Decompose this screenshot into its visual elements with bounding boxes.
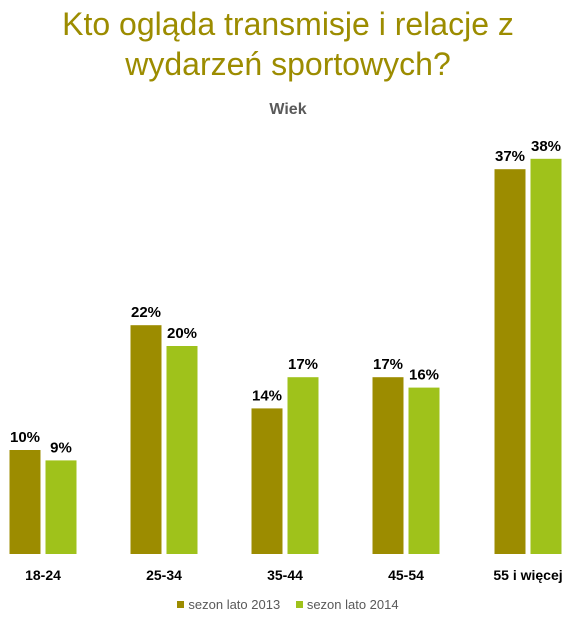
legend-label-2013: sezon lato 2013 — [188, 597, 281, 612]
bar-25-34-s0 — [130, 325, 162, 554]
data-label-25-34-s0: 22% — [131, 304, 161, 321]
data-label-25-34-s1: 20% — [167, 325, 197, 342]
chart-subtitle: Wiek — [269, 101, 307, 118]
data-label-35-44-s0: 14% — [252, 387, 282, 404]
bar-45-54-s1 — [408, 387, 440, 554]
data-label-35-44-s1: 17% — [288, 356, 318, 373]
x-tick-label-25-34: 25-34 — [146, 567, 182, 583]
legend-item-2013: sezon lato 2013 — [177, 597, 280, 612]
legend-label-2014: sezon lato 2014 — [306, 597, 399, 612]
legend-swatch-2014 — [295, 601, 303, 608]
x-tick-label-45-54: 45-54 — [388, 567, 424, 583]
legend: sezon lato 2013 sezon lato 2014 — [0, 597, 576, 612]
data-label-45-54-s1: 16% — [409, 367, 439, 384]
bar-18-24-s0 — [9, 450, 41, 554]
data-label-18-24-s0: 10% — [10, 429, 40, 446]
bar-35-44-s1 — [287, 377, 319, 554]
data-label-18-24-s1: 9% — [50, 439, 72, 456]
legend-item-2014: sezon lato 2014 — [295, 597, 399, 612]
bar-45-54-s0 — [372, 377, 404, 554]
bar-55-i-wi-cej-s0 — [494, 169, 526, 554]
bar-25-34-s1 — [166, 346, 198, 554]
data-label-45-54-s0: 17% — [373, 356, 403, 373]
data-label-55-i-wi-cej-s0: 37% — [495, 148, 525, 165]
bar-55-i-wi-cej-s1 — [530, 158, 562, 555]
data-label-55-i-wi-cej-s1: 38% — [531, 138, 561, 155]
x-tick-label-18-24: 18-24 — [25, 567, 61, 583]
x-tick-label-35-44: 35-44 — [267, 567, 303, 583]
legend-swatch-2013 — [177, 601, 185, 608]
chart-title: Kto ogląda transmisje i relacje z wydarz… — [62, 6, 514, 82]
x-tick-label-55-i-wi-cej: 55 i więcej — [493, 567, 562, 583]
bar-35-44-s0 — [251, 408, 283, 554]
bar-18-24-s1 — [45, 460, 77, 554]
